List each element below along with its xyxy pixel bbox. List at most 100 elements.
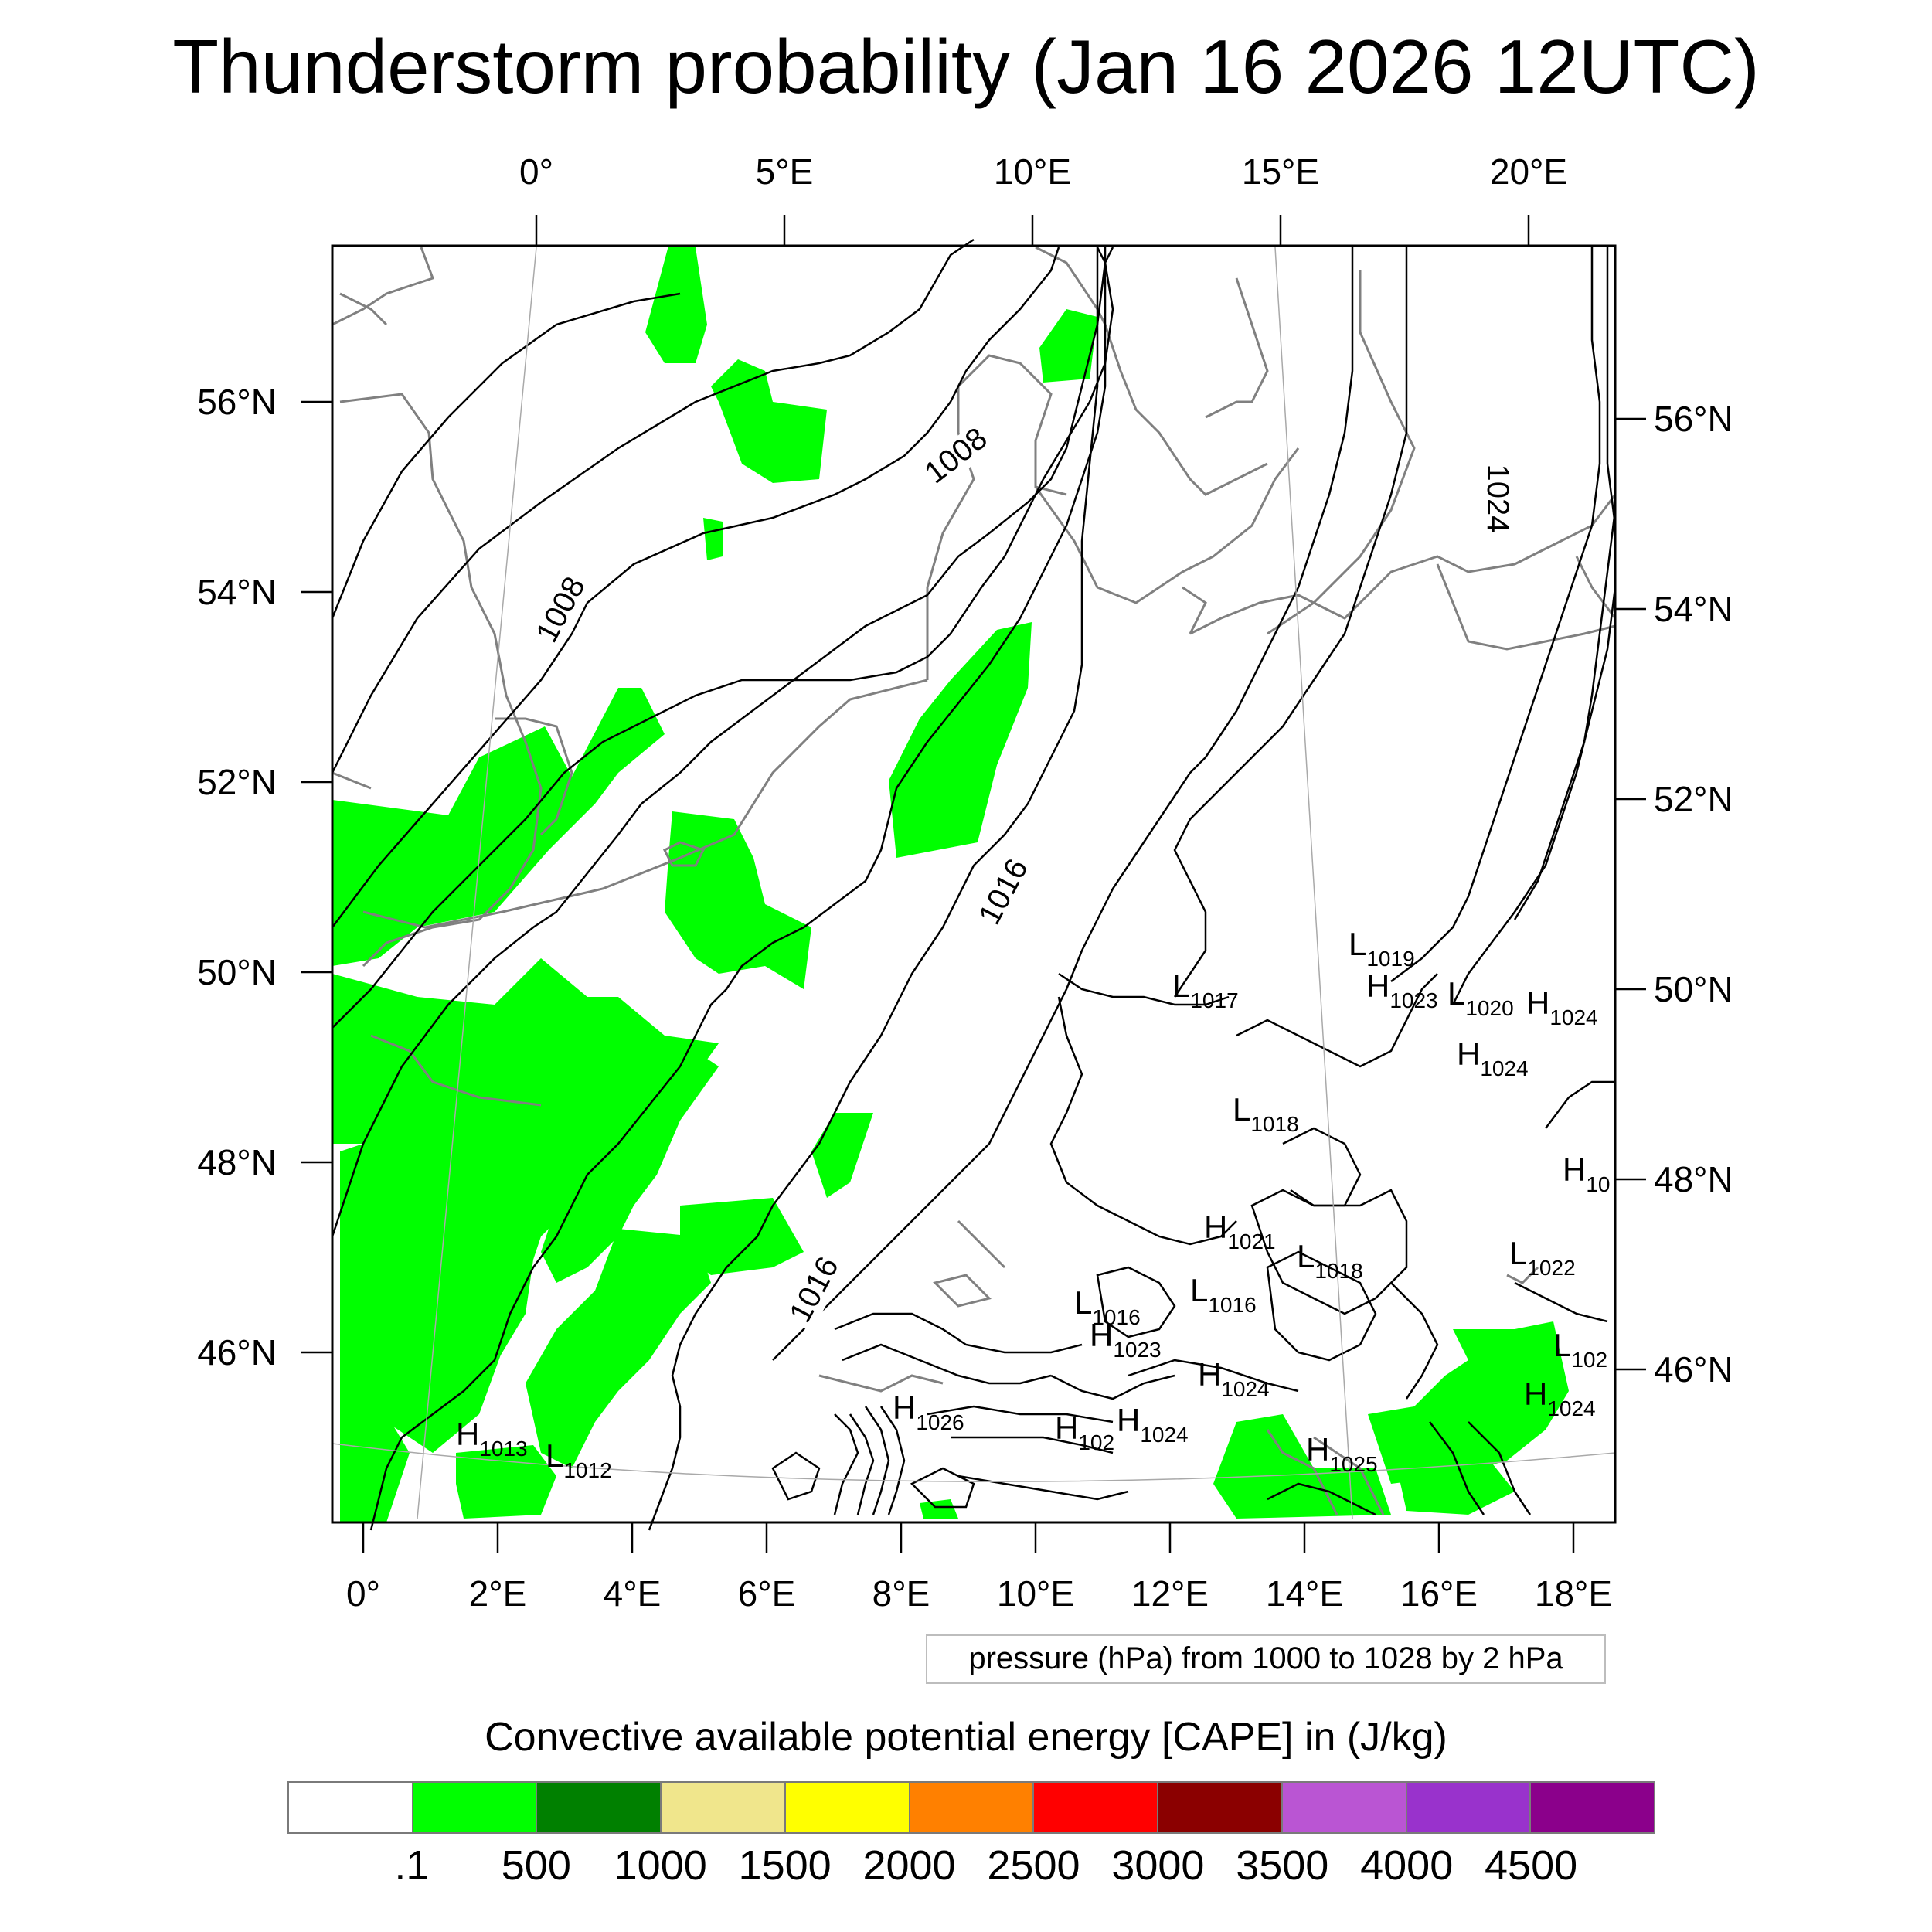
pressure-center: H1024 <box>1117 1402 1189 1447</box>
colorbar-label: 1500 <box>738 1842 832 1889</box>
isobar <box>849 1413 875 1515</box>
top-lon-label: 0° <box>519 151 553 192</box>
colorbar-segment <box>413 1783 538 1832</box>
coastline <box>926 354 1067 680</box>
cape-region <box>340 1097 587 1453</box>
contour-label: 1016 <box>783 1251 845 1328</box>
cape-region <box>680 1198 804 1275</box>
right-lat-label: 48°N <box>1654 1159 1733 1199</box>
pressure-center: L1020 <box>1447 975 1514 1020</box>
isobar <box>332 247 1060 928</box>
left-lat-label: 54°N <box>197 572 277 612</box>
pressure-centers: L1019 L1017 H1023 L1020 H1024 H1024 L101… <box>456 926 1611 1482</box>
bottom-lon-label: 12°E <box>1131 1573 1209 1614</box>
pressure-center: L1012 <box>546 1437 612 1482</box>
isobar <box>331 238 975 774</box>
isobar <box>910 1467 975 1509</box>
colorbar-label: 4000 <box>1360 1842 1454 1889</box>
colorbar-label: 2500 <box>987 1842 1080 1889</box>
colorbar-segment <box>662 1783 786 1832</box>
isobar <box>879 1406 906 1515</box>
tick-marks <box>301 215 1646 1553</box>
isobar <box>833 1413 859 1515</box>
right-lat-label: 56°N <box>1654 399 1733 439</box>
top-lon-label: 5°E <box>756 151 814 192</box>
cape-region <box>1039 309 1097 383</box>
colorbar-label: 3500 <box>1236 1842 1329 1889</box>
pressure-center: L102 <box>1553 1327 1607 1372</box>
colorbar-segment <box>1034 1783 1159 1832</box>
bottom-lon-label: 0° <box>346 1573 380 1614</box>
colorbar-segment <box>1531 1783 1655 1832</box>
pressure-center: H1026 <box>893 1389 964 1434</box>
coastline <box>957 1219 1006 1269</box>
right-lat-label: 46°N <box>1654 1349 1733 1389</box>
left-lat-label: 56°N <box>197 382 277 422</box>
isobar <box>1390 247 1601 982</box>
coastline <box>1034 447 1300 604</box>
top-lon-label: 15°E <box>1242 151 1319 192</box>
colorbar-title: Convective available potential energy [C… <box>485 1715 1447 1760</box>
cape-region <box>811 1113 873 1198</box>
right-lat-label: 50°N <box>1654 969 1733 1009</box>
bottom-lon-label: 8°E <box>872 1573 930 1614</box>
bottom-lon-label: 10°E <box>997 1573 1074 1614</box>
coastline <box>1436 563 1616 651</box>
coastline <box>1035 246 1268 496</box>
contour-label: 1024 <box>1481 464 1515 533</box>
parallel-line <box>332 1443 1616 1482</box>
pressure-center: L1016 <box>1074 1284 1141 1329</box>
cape-region <box>332 688 665 966</box>
colorbar <box>287 1781 1655 1834</box>
isobar <box>1267 1482 1376 1516</box>
isobar <box>1050 1374 1175 1400</box>
cape-region <box>665 811 811 989</box>
gridlines <box>332 247 1616 1519</box>
bottom-lon-label: 14°E <box>1266 1573 1343 1614</box>
isobar <box>1514 1281 1608 1323</box>
pressure-center: H1023 <box>1366 968 1438 1012</box>
bottom-lon-label: 4°E <box>604 1573 662 1614</box>
pressure-center: H1024 <box>1198 1356 1270 1401</box>
map-frame <box>331 244 1617 1524</box>
coastline <box>1313 1436 1385 1515</box>
colorbar-label: 4500 <box>1485 1842 1578 1889</box>
isobar <box>1128 1359 1299 1393</box>
cape-region <box>711 359 827 483</box>
colorbar-label: 500 <box>501 1842 571 1889</box>
coastline <box>332 247 434 326</box>
coastline <box>1182 586 1207 634</box>
isobar <box>1236 973 1438 1068</box>
left-lat-label: 50°N <box>197 952 277 992</box>
coastline <box>495 717 573 836</box>
axis-labels: 0° 5°E 10°E 15°E 20°E 0° 2°E 4°E 6°E 8°E… <box>197 151 1733 1614</box>
coastline <box>1506 1266 1539 1284</box>
pressure-center: H1024 <box>1524 1376 1596 1420</box>
isobar <box>648 247 1099 1531</box>
pressure-center: L1018 <box>1297 1238 1363 1283</box>
coastline <box>818 1374 944 1393</box>
pressure-center: H1013 <box>456 1416 528 1461</box>
pressure-center: L1019 <box>1349 926 1415 971</box>
cape-region <box>889 622 1032 858</box>
pressure-center: H1023 <box>1090 1317 1162 1362</box>
coastline <box>1267 270 1416 635</box>
colorbar-segment <box>289 1783 413 1832</box>
pressure-center: L1016 <box>1190 1272 1257 1317</box>
pressure-center: H1021 <box>1204 1209 1276 1253</box>
isobar <box>1390 1282 1439 1400</box>
colorbar-segment <box>910 1783 1035 1832</box>
isobar <box>957 1475 1129 1501</box>
isobar <box>834 1312 1083 1354</box>
isobar <box>1545 1080 1615 1129</box>
isobar <box>1250 1189 1408 1315</box>
coastline <box>933 1274 992 1308</box>
isobar <box>1266 1250 1377 1362</box>
isobar <box>369 247 1107 1531</box>
bottom-lon-label: 2°E <box>469 1573 527 1614</box>
bottom-lon-label: 16°E <box>1400 1573 1478 1614</box>
cape-region <box>645 246 707 363</box>
pressure-center: H1024 <box>1457 1036 1529 1080</box>
bottom-lon-label: 6°E <box>738 1573 796 1614</box>
colorbar-segment <box>1158 1783 1283 1832</box>
